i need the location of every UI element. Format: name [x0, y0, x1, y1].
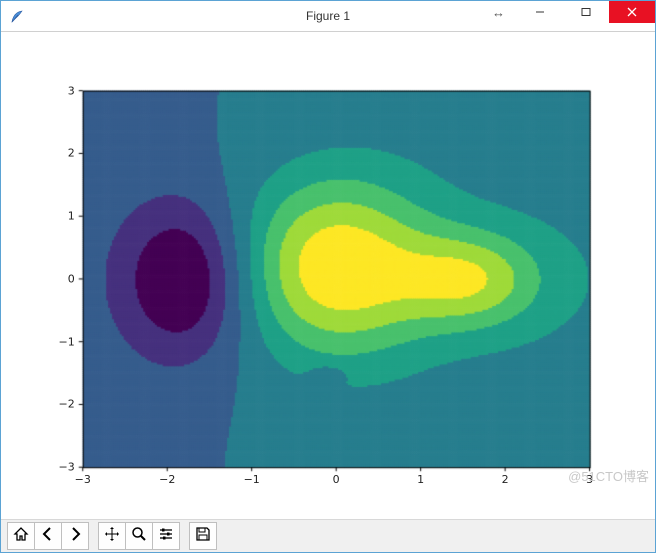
- tick-label: 3: [586, 473, 593, 486]
- tick-label: −1: [244, 473, 260, 486]
- forward-button[interactable]: [61, 522, 89, 550]
- app-window: Figure 1 ↔ −3−2−10123−3−2−10123 @51CTO博客: [0, 0, 656, 553]
- zoom-button[interactable]: [125, 522, 153, 550]
- sliders-icon: [158, 526, 174, 547]
- home-button[interactable]: [7, 522, 35, 550]
- titlebar: Figure 1 ↔: [1, 1, 655, 32]
- tick-label: 3: [68, 84, 75, 97]
- close-button[interactable]: [609, 1, 655, 23]
- tick-label: −2: [59, 398, 75, 411]
- tick-label: 1: [68, 210, 75, 223]
- feather-icon: [9, 8, 25, 24]
- minimize-button[interactable]: [517, 1, 563, 23]
- tick-label: −2: [159, 473, 175, 486]
- contour-plot[interactable]: [1, 32, 655, 519]
- arrow-left-icon: [40, 526, 56, 547]
- save-button[interactable]: [189, 522, 217, 550]
- arrow-right-icon: [67, 526, 83, 547]
- tick-label: 0: [68, 272, 75, 285]
- tick-label: 0: [333, 473, 340, 486]
- nav-toolbar: [1, 519, 655, 552]
- configure-button[interactable]: [152, 522, 180, 550]
- window-controls: [517, 1, 655, 23]
- home-icon: [13, 526, 29, 547]
- pan-button[interactable]: [98, 522, 126, 550]
- tick-label: −3: [59, 461, 75, 474]
- tick-label: 1: [417, 473, 424, 486]
- tick-label: 2: [68, 147, 75, 160]
- move-icon: [104, 526, 120, 547]
- tick-label: −3: [75, 473, 91, 486]
- zoom-icon: [131, 526, 147, 547]
- back-button[interactable]: [34, 522, 62, 550]
- tick-label: 2: [502, 473, 509, 486]
- tick-label: −1: [59, 335, 75, 348]
- save-icon: [195, 526, 211, 547]
- figure-area: −3−2−10123−3−2−10123 @51CTO博客: [1, 32, 655, 519]
- drag-handle-icon: ↔: [492, 5, 505, 20]
- maximize-button[interactable]: [563, 1, 609, 23]
